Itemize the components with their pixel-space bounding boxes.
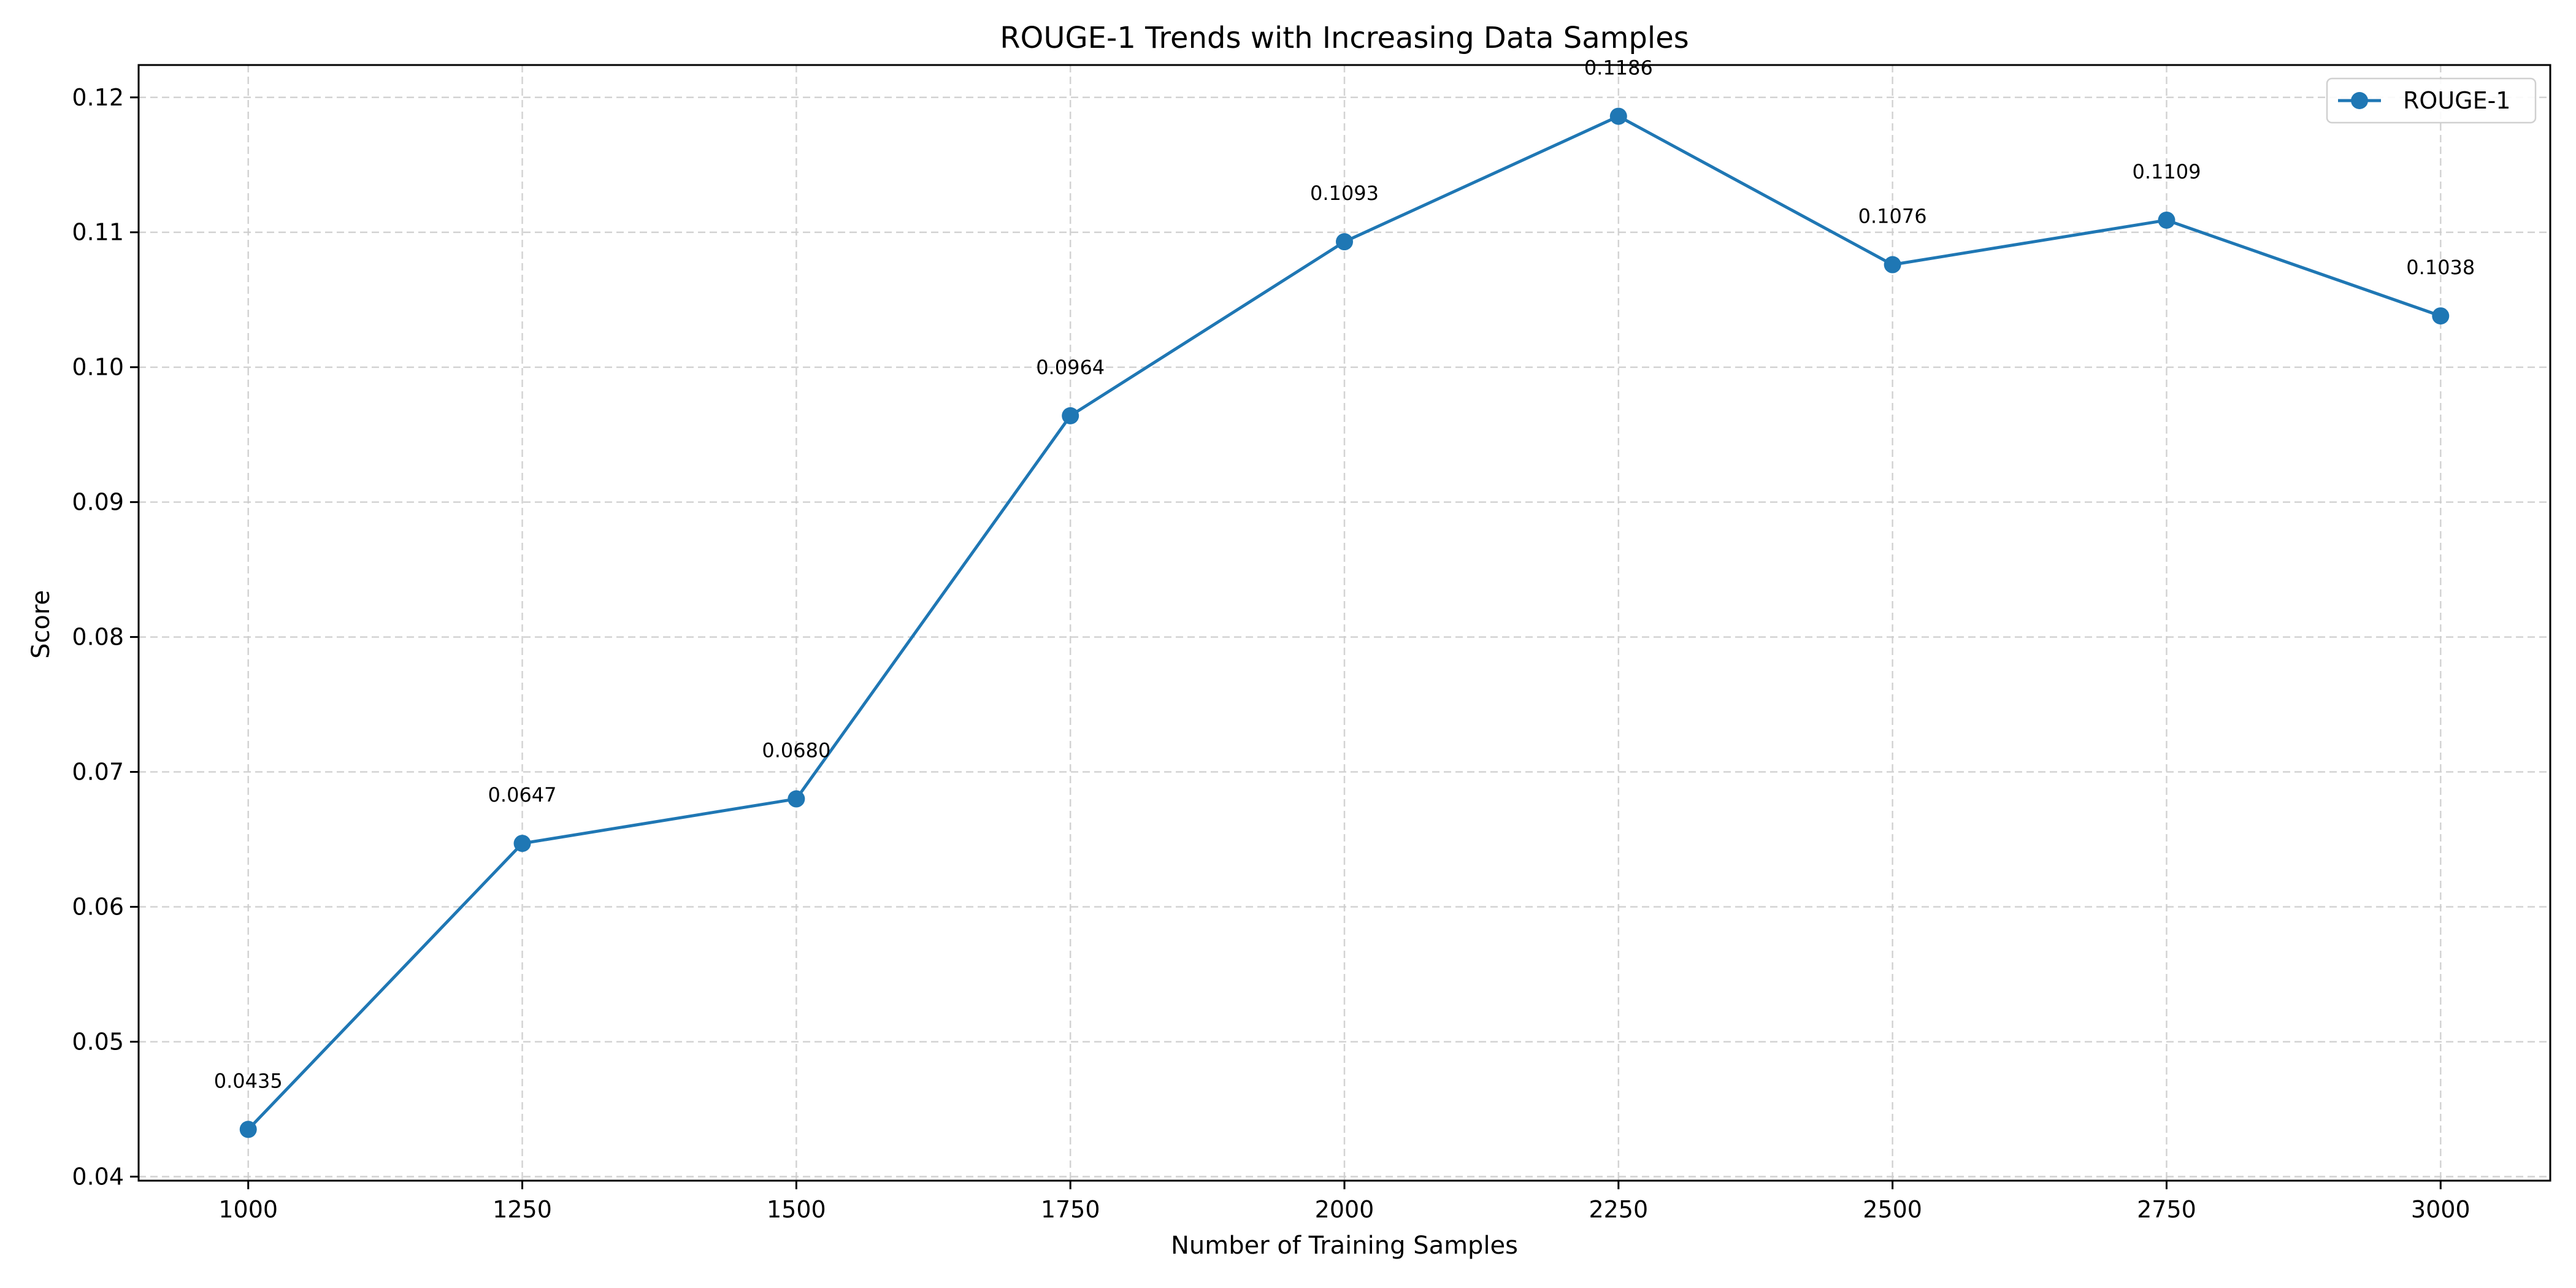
x-axis-label: Number of Training Samples bbox=[1171, 1232, 1518, 1260]
data-point bbox=[1609, 107, 1627, 125]
x-tick-label: 1000 bbox=[218, 1196, 278, 1223]
data-point bbox=[2158, 211, 2175, 229]
y-tick-label: 0.07 bbox=[72, 759, 124, 786]
y-tick-label: 0.08 bbox=[72, 624, 124, 651]
grid bbox=[139, 65, 2550, 1181]
data-label: 0.0435 bbox=[214, 1069, 283, 1092]
series-layer bbox=[239, 107, 2450, 1138]
x-tick-label: 1750 bbox=[1041, 1196, 1100, 1223]
y-tick-label: 0.10 bbox=[72, 354, 124, 381]
data-label: 0.0964 bbox=[1036, 356, 1105, 379]
chart-title: ROUGE-1 Trends with Increasing Data Samp… bbox=[1000, 21, 1689, 55]
x-tick-label: 2250 bbox=[1589, 1196, 1648, 1223]
data-point bbox=[2432, 307, 2450, 325]
x-tick-label: 2500 bbox=[1863, 1196, 1922, 1223]
data-label: 0.1186 bbox=[1584, 56, 1653, 80]
y-axis-label: Score bbox=[27, 590, 55, 659]
data-label: 0.1076 bbox=[1858, 205, 1927, 228]
data-label: 0.1109 bbox=[2132, 160, 2201, 183]
y-tick-label: 0.05 bbox=[72, 1028, 124, 1055]
data-point bbox=[239, 1121, 257, 1138]
legend-label: ROUGE-1 bbox=[2403, 87, 2510, 114]
data-labels: 0.0435 0.0647 0.0680 0.0964 0.1093 0.1186 0.10… bbox=[214, 56, 2475, 1093]
data-label: 0.0647 bbox=[488, 783, 557, 807]
data-label: 0.0680 bbox=[762, 739, 830, 762]
axis-ticks: 1000 1250 1500 1750 2000 2250 2500 2750 3000 0.04… bbox=[72, 84, 2470, 1223]
y-tick-label: 0.09 bbox=[72, 489, 124, 516]
x-tick-label: 2000 bbox=[1315, 1196, 1374, 1223]
legend: ROUGE-1 bbox=[2326, 77, 2537, 124]
x-tick-label: 1500 bbox=[767, 1196, 826, 1223]
data-point bbox=[1884, 256, 1901, 274]
data-point bbox=[1336, 233, 1353, 251]
data-point bbox=[788, 790, 805, 808]
legend-box bbox=[2326, 77, 2537, 124]
y-tick-label: 0.11 bbox=[72, 219, 124, 246]
legend-marker bbox=[2351, 92, 2368, 109]
y-tick-label: 0.12 bbox=[72, 84, 124, 111]
x-tick-label: 1250 bbox=[493, 1196, 552, 1223]
y-tick-label: 0.04 bbox=[72, 1163, 124, 1190]
x-tick-label: 2750 bbox=[2137, 1196, 2196, 1223]
y-tick-label: 0.06 bbox=[72, 893, 124, 920]
data-label: 0.1093 bbox=[1310, 182, 1379, 205]
data-point bbox=[513, 835, 531, 853]
data-label: 0.1038 bbox=[2406, 256, 2475, 279]
data-point bbox=[1062, 407, 1079, 424]
x-tick-label: 3000 bbox=[2411, 1196, 2471, 1223]
